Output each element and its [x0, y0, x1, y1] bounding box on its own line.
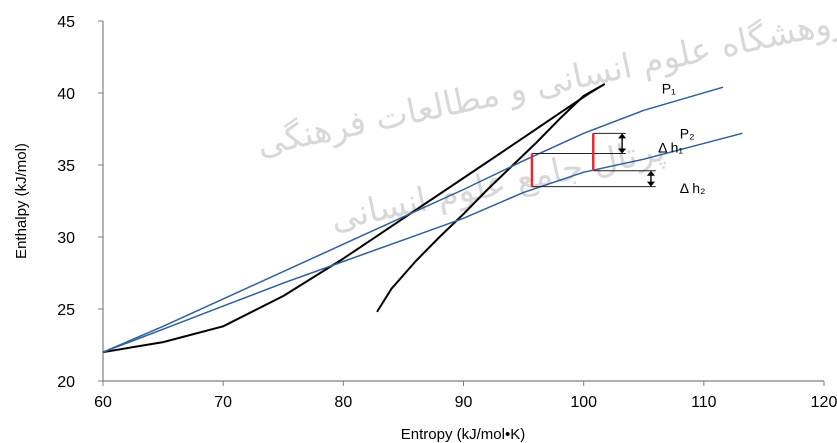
series-layer	[102, 83, 743, 354]
annotation-label: Δ h₁	[658, 140, 683, 156]
watermark-line-1: پژوهشگاه علوم انسانی و مطالعات فرهنگی	[253, 0, 837, 165]
annotation-layer: P₁ P₂Δ h₁ Δ h₂	[530, 81, 706, 196]
y-tick-label: 25	[57, 302, 75, 319]
watermark-line-2: پرتال جامع علوم انسانی	[327, 129, 668, 239]
y-tick-label: 20	[57, 374, 75, 391]
arrow-head-up	[646, 170, 655, 176]
annotation-label: Δ h₂	[680, 180, 706, 196]
series-envelope-line	[102, 83, 606, 354]
series-p2-line	[102, 132, 743, 353]
y-tick-label: 40	[57, 86, 75, 103]
y-tick-label: 30	[57, 230, 75, 247]
watermark: پژوهشگاه علوم انسانی و مطالعات فرهنگی پر…	[253, 0, 837, 239]
x-tick-label: 70	[214, 394, 232, 411]
y-axis-title: Enthalpy (kJ/mol)	[13, 143, 30, 259]
x-tick-label: 80	[334, 394, 352, 411]
x-tick-label: 110	[691, 394, 717, 411]
y-tick-label: 45	[57, 14, 75, 31]
x-axis-title: Entropy (kJ/mol•K)	[401, 426, 525, 443]
x-tick-label: 120	[811, 394, 837, 411]
axis-ticks: 60 70 80 90 100 110 120 20 25 30 35 40 45	[57, 14, 837, 411]
annotation-label: P₁	[662, 81, 676, 97]
series-p1-line	[102, 86, 724, 353]
x-tick-label: 90	[455, 394, 473, 411]
y-tick-label: 35	[57, 158, 75, 175]
x-tick-label: 100	[570, 394, 597, 411]
arrow-head-down	[618, 148, 627, 154]
arrow-head-down	[646, 181, 655, 187]
arrow-head-up	[618, 133, 627, 139]
x-tick-label: 60	[94, 394, 112, 411]
annotation-label: P₂	[680, 125, 695, 141]
